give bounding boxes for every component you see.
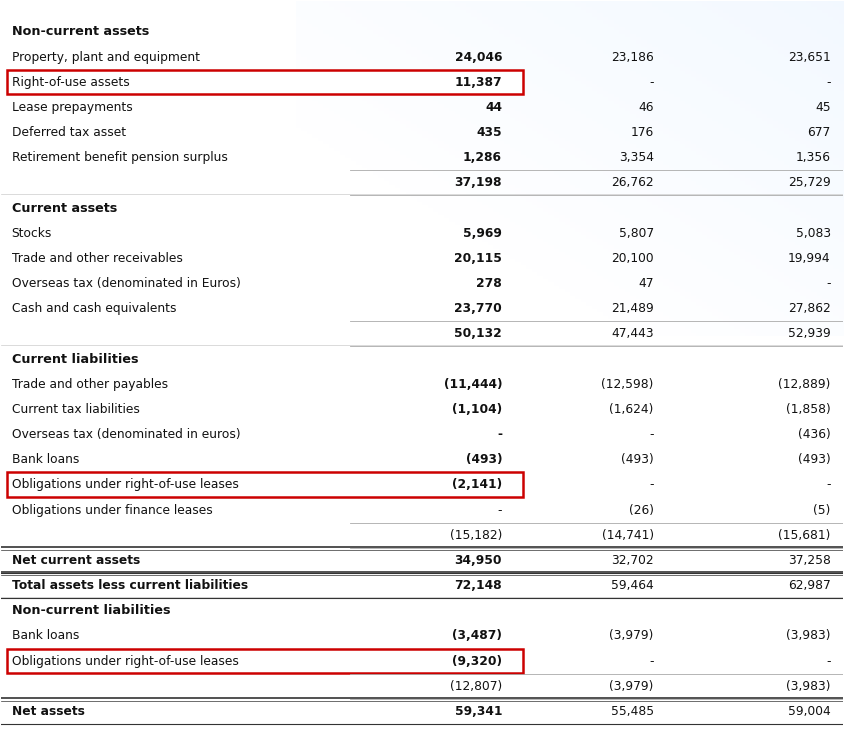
Text: (11,444): (11,444)	[444, 377, 502, 391]
Text: 677: 677	[808, 126, 830, 139]
Text: -: -	[826, 654, 830, 668]
Text: 21,489: 21,489	[611, 302, 654, 316]
Text: 23,651: 23,651	[788, 51, 830, 63]
Text: -: -	[497, 428, 502, 441]
Text: Deferred tax asset: Deferred tax asset	[12, 126, 126, 139]
Text: (1,858): (1,858)	[786, 403, 830, 416]
Text: Property, plant and equipment: Property, plant and equipment	[12, 51, 200, 63]
Text: (2,141): (2,141)	[452, 478, 502, 492]
Text: Obligations under finance leases: Obligations under finance leases	[12, 504, 213, 516]
Text: 47: 47	[638, 277, 654, 290]
Text: 37,258: 37,258	[787, 554, 830, 567]
Text: 23,186: 23,186	[611, 51, 654, 63]
Text: Non-current assets: Non-current assets	[12, 25, 149, 38]
Text: (14,741): (14,741)	[602, 529, 654, 542]
Text: -: -	[649, 76, 654, 89]
Text: -: -	[826, 478, 830, 492]
Text: 27,862: 27,862	[788, 302, 830, 316]
Text: 45: 45	[815, 101, 830, 114]
Text: Bank loans: Bank loans	[12, 454, 79, 466]
Text: Obligations under right-of-use leases: Obligations under right-of-use leases	[12, 654, 239, 668]
Text: (9,320): (9,320)	[452, 654, 502, 668]
Text: (3,979): (3,979)	[609, 630, 654, 642]
Text: (493): (493)	[621, 454, 654, 466]
Text: (3,983): (3,983)	[786, 680, 830, 693]
Text: 46: 46	[638, 101, 654, 114]
Text: Retirement benefit pension surplus: Retirement benefit pension surplus	[12, 151, 228, 164]
Text: (5): (5)	[814, 504, 830, 516]
Text: -: -	[649, 478, 654, 492]
Text: -: -	[649, 654, 654, 668]
Text: Trade and other payables: Trade and other payables	[12, 377, 168, 391]
Text: Non-current liabilities: Non-current liabilities	[12, 604, 170, 617]
Text: 59,004: 59,004	[788, 705, 830, 718]
Text: 176: 176	[630, 126, 654, 139]
Text: (3,487): (3,487)	[452, 630, 502, 642]
Text: 20,115: 20,115	[454, 252, 502, 265]
Text: (26): (26)	[629, 504, 654, 516]
Text: -: -	[826, 76, 830, 89]
Text: 62,987: 62,987	[788, 579, 830, 592]
Text: (15,681): (15,681)	[778, 529, 830, 542]
Text: 25,729: 25,729	[788, 176, 830, 189]
Text: 47,443: 47,443	[611, 327, 654, 340]
Text: 5,807: 5,807	[619, 227, 654, 239]
Text: Right-of-use assets: Right-of-use assets	[12, 76, 129, 89]
Text: Overseas tax (denominated in euros): Overseas tax (denominated in euros)	[12, 428, 241, 441]
Text: (436): (436)	[798, 428, 830, 441]
Text: 23,770: 23,770	[454, 302, 502, 316]
Text: 11,387: 11,387	[454, 76, 502, 89]
Text: (3,983): (3,983)	[786, 630, 830, 642]
Text: 52,939: 52,939	[788, 327, 830, 340]
Text: 1,286: 1,286	[463, 151, 502, 164]
Bar	[8, 69, 523, 94]
Text: 3,354: 3,354	[619, 151, 654, 164]
Text: Cash and cash equivalents: Cash and cash equivalents	[12, 302, 176, 316]
Text: (493): (493)	[798, 454, 830, 466]
Text: 20,100: 20,100	[611, 252, 654, 265]
Text: Net current assets: Net current assets	[12, 554, 140, 567]
Text: Lease prepayments: Lease prepayments	[12, 101, 133, 114]
Text: 32,702: 32,702	[611, 554, 654, 567]
Text: (493): (493)	[466, 454, 502, 466]
Bar	[8, 472, 523, 497]
Text: Trade and other receivables: Trade and other receivables	[12, 252, 182, 265]
Text: 34,950: 34,950	[455, 554, 502, 567]
Text: 1,356: 1,356	[796, 151, 830, 164]
Text: Overseas tax (denominated in Euros): Overseas tax (denominated in Euros)	[12, 277, 241, 290]
Text: 19,994: 19,994	[788, 252, 830, 265]
Text: (15,182): (15,182)	[450, 529, 502, 542]
Text: 37,198: 37,198	[455, 176, 502, 189]
Text: 435: 435	[476, 126, 502, 139]
Text: (1,624): (1,624)	[609, 403, 654, 416]
Text: -: -	[826, 277, 830, 290]
Text: 50,132: 50,132	[454, 327, 502, 340]
Text: -: -	[498, 504, 502, 516]
Text: -: -	[649, 428, 654, 441]
Text: Stocks: Stocks	[12, 227, 52, 239]
Text: Current tax liabilities: Current tax liabilities	[12, 403, 139, 416]
Text: Bank loans: Bank loans	[12, 630, 79, 642]
Text: Current liabilities: Current liabilities	[12, 353, 138, 366]
Text: Net assets: Net assets	[12, 705, 84, 718]
Text: 59,464: 59,464	[611, 579, 654, 592]
Text: Total assets less current liabilities: Total assets less current liabilities	[12, 579, 248, 592]
Text: 55,485: 55,485	[610, 705, 654, 718]
Text: (1,104): (1,104)	[452, 403, 502, 416]
Text: 278: 278	[476, 277, 502, 290]
Text: 26,762: 26,762	[611, 176, 654, 189]
Text: 5,969: 5,969	[463, 227, 502, 239]
Text: 5,083: 5,083	[796, 227, 830, 239]
Text: Obligations under right-of-use leases: Obligations under right-of-use leases	[12, 478, 239, 492]
Text: (12,889): (12,889)	[778, 377, 830, 391]
Text: Current assets: Current assets	[12, 201, 117, 215]
Text: (12,807): (12,807)	[450, 680, 502, 693]
Text: (12,598): (12,598)	[601, 377, 654, 391]
Text: (3,979): (3,979)	[609, 680, 654, 693]
Text: 59,341: 59,341	[455, 705, 502, 718]
Text: 72,148: 72,148	[454, 579, 502, 592]
Text: 44: 44	[485, 101, 502, 114]
Text: 24,046: 24,046	[455, 51, 502, 63]
Bar	[8, 648, 523, 673]
